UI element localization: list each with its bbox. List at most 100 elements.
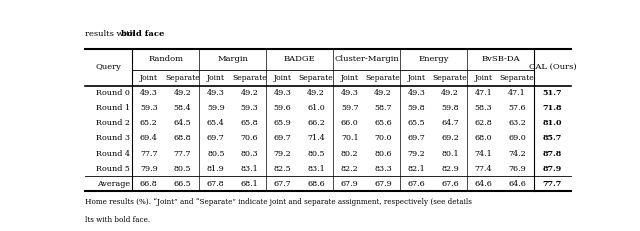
Text: 67.8: 67.8 (207, 180, 225, 188)
Text: 62.8: 62.8 (475, 119, 493, 127)
Text: 81.0: 81.0 (543, 119, 562, 127)
Text: 58.3: 58.3 (475, 104, 492, 112)
Text: 83.3: 83.3 (374, 165, 392, 173)
Text: 69.7: 69.7 (207, 134, 225, 143)
Text: 64.6: 64.6 (475, 180, 493, 188)
Text: 68.8: 68.8 (173, 134, 191, 143)
Text: Joint: Joint (140, 73, 158, 82)
Text: 80.2: 80.2 (341, 149, 358, 158)
Text: 83.1: 83.1 (307, 165, 325, 173)
Text: 67.9: 67.9 (341, 180, 358, 188)
Text: 66.0: 66.0 (341, 119, 358, 127)
Text: Round 2: Round 2 (96, 119, 130, 127)
Text: Cluster-Margin: Cluster-Margin (334, 55, 399, 63)
Text: 65.5: 65.5 (408, 119, 426, 127)
Text: 80.5: 80.5 (173, 165, 191, 173)
Text: Separate: Separate (500, 73, 534, 82)
Text: 58.4: 58.4 (173, 104, 191, 112)
Text: Joint: Joint (207, 73, 225, 82)
Text: 64.6: 64.6 (508, 180, 526, 188)
Text: 67.6: 67.6 (408, 180, 426, 188)
Text: Separate: Separate (366, 73, 401, 82)
Text: 49.2: 49.2 (173, 89, 191, 97)
Text: 65.4: 65.4 (207, 119, 225, 127)
Text: 57.6: 57.6 (508, 104, 526, 112)
Text: Margin: Margin (217, 55, 248, 63)
Text: Round 1: Round 1 (96, 104, 130, 112)
Text: 64.7: 64.7 (441, 119, 459, 127)
Text: 82.2: 82.2 (341, 165, 358, 173)
Text: 77.4: 77.4 (475, 165, 492, 173)
Text: 77.7: 77.7 (140, 149, 157, 158)
Text: Joint: Joint (274, 73, 292, 82)
Text: Joint: Joint (340, 73, 358, 82)
Text: 82.5: 82.5 (274, 165, 292, 173)
Text: 58.7: 58.7 (374, 104, 392, 112)
Text: 83.1: 83.1 (241, 165, 258, 173)
Text: 81.9: 81.9 (207, 165, 225, 173)
Text: 61.0: 61.0 (307, 104, 325, 112)
Text: 76.9: 76.9 (508, 165, 526, 173)
Text: 49.2: 49.2 (307, 89, 325, 97)
Text: 49.3: 49.3 (340, 89, 358, 97)
Text: Separate: Separate (232, 73, 267, 82)
Text: CAL (Ours): CAL (Ours) (529, 63, 576, 71)
Text: 87.8: 87.8 (543, 149, 562, 158)
Text: Joint: Joint (475, 73, 493, 82)
Text: 65.2: 65.2 (140, 119, 157, 127)
Text: 82.1: 82.1 (408, 165, 426, 173)
Text: Average: Average (97, 180, 130, 188)
Text: 87.9: 87.9 (543, 165, 562, 173)
Text: 49.3: 49.3 (207, 89, 225, 97)
Text: Random: Random (148, 55, 183, 63)
Text: 47.1: 47.1 (475, 89, 493, 97)
Text: 49.2: 49.2 (441, 89, 459, 97)
Text: 59.9: 59.9 (207, 104, 225, 112)
Text: 80.1: 80.1 (442, 149, 459, 158)
Text: 70.6: 70.6 (241, 134, 258, 143)
Text: 68.6: 68.6 (307, 180, 325, 188)
Text: 69.4: 69.4 (140, 134, 157, 143)
Text: 69.2: 69.2 (441, 134, 459, 143)
Text: BADGE: BADGE (284, 55, 316, 63)
Text: 79.2: 79.2 (274, 149, 292, 158)
Text: 59.8: 59.8 (408, 104, 426, 112)
Text: 67.6: 67.6 (441, 180, 459, 188)
Text: Round 0: Round 0 (96, 89, 130, 97)
Text: Query: Query (95, 63, 122, 71)
Text: BvSB-DA: BvSB-DA (481, 55, 520, 63)
Text: 67.7: 67.7 (274, 180, 292, 188)
Text: Separate: Separate (299, 73, 333, 82)
Text: 49.2: 49.2 (241, 89, 258, 97)
Text: 77.7: 77.7 (173, 149, 191, 158)
Text: Round 3: Round 3 (96, 134, 130, 143)
Text: 74.2: 74.2 (508, 149, 526, 158)
Text: 69.7: 69.7 (274, 134, 292, 143)
Text: Separate: Separate (165, 73, 200, 82)
Text: 59.3: 59.3 (140, 104, 157, 112)
Text: 49.3: 49.3 (408, 89, 426, 97)
Text: Home results (%). “Joint” and “Separate” indicate joint and separate assignment,: Home results (%). “Joint” and “Separate”… (85, 198, 472, 207)
Text: 71.8: 71.8 (543, 104, 562, 112)
Text: 49.2: 49.2 (374, 89, 392, 97)
Text: Round 4: Round 4 (96, 149, 130, 158)
Text: 49.3: 49.3 (140, 89, 157, 97)
Text: 59.6: 59.6 (274, 104, 292, 112)
Text: Separate: Separate (433, 73, 467, 82)
Text: 49.3: 49.3 (274, 89, 292, 97)
Text: 70.1: 70.1 (341, 134, 358, 143)
Text: 69.7: 69.7 (408, 134, 426, 143)
Text: 63.2: 63.2 (508, 119, 526, 127)
Text: 82.9: 82.9 (441, 165, 459, 173)
Text: 74.1: 74.1 (475, 149, 493, 158)
Text: lts with bold face.: lts with bold face. (85, 216, 150, 224)
Text: results with: results with (85, 30, 138, 38)
Text: 66.2: 66.2 (307, 119, 325, 127)
Text: Energy: Energy (418, 55, 449, 63)
Text: 67.9: 67.9 (374, 180, 392, 188)
Text: 77.7: 77.7 (543, 180, 562, 188)
Text: 65.8: 65.8 (241, 119, 258, 127)
Text: 64.5: 64.5 (173, 119, 191, 127)
Text: 71.4: 71.4 (307, 134, 325, 143)
Text: 69.0: 69.0 (508, 134, 526, 143)
